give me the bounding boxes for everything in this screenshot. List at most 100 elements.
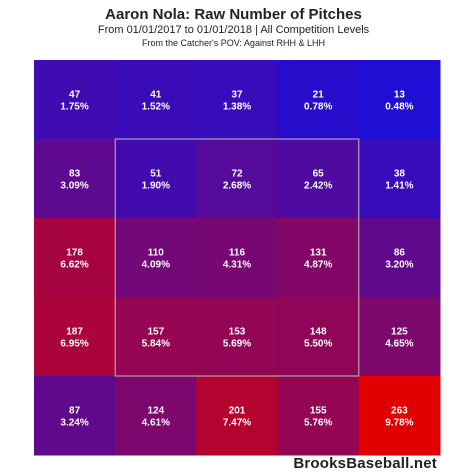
zone-cell-percent: 1.52% <box>142 102 170 113</box>
zone-cell-count: 83 <box>69 169 81 180</box>
zone-cell-fill <box>277 297 360 377</box>
zone-cell-percent: 7.47% <box>223 418 251 429</box>
zone-cell-fill <box>115 218 197 298</box>
zone-cell: 210.78% <box>277 60 360 140</box>
zone-cell-percent: 4.09% <box>142 260 170 271</box>
zone-cell-count: 263 <box>391 406 408 417</box>
zone-cell-percent: 5.76% <box>304 418 332 429</box>
zone-cell-count: 125 <box>391 327 408 338</box>
zone-cell-count: 41 <box>150 90 162 101</box>
chart-subtitle: From 01/01/2017 to 01/01/2018 | All Comp… <box>97 24 370 36</box>
zone-cell-fill <box>277 60 360 140</box>
zone-cell-fill <box>115 139 197 219</box>
zone-cell: 381.41% <box>358 139 441 219</box>
zone-cell-fill <box>196 218 279 298</box>
zone-cell-percent: 5.84% <box>142 339 170 350</box>
zone-cell-count: 157 <box>147 327 164 338</box>
zone-cell-fill <box>358 60 441 140</box>
zone-cell: 722.68% <box>196 139 279 219</box>
brand-watermark: BrooksBaseball.net <box>293 455 437 472</box>
zone-cell-fill <box>115 60 197 140</box>
zone-cell-count: 201 <box>229 406 246 417</box>
zone-cell-percent: 4.65% <box>385 339 413 350</box>
zone-cell: 652.42% <box>277 139 360 219</box>
zone-cell-percent: 5.50% <box>304 339 332 350</box>
zone-cell-count: 87 <box>69 406 81 417</box>
zone-cell-percent: 4.61% <box>142 418 170 429</box>
chart-note: From the Catcher's POV: Against RHH & LH… <box>142 38 325 48</box>
zone-cell: 863.20% <box>358 218 441 298</box>
zone-cell-fill <box>196 60 279 140</box>
zone-cell-percent: 3.20% <box>385 260 413 271</box>
zone-cell-count: 51 <box>150 169 162 180</box>
zone-cell-percent: 1.41% <box>385 181 413 192</box>
zone-cell-count: 47 <box>69 90 81 101</box>
zone-cell-fill <box>34 60 116 140</box>
zone-cell-count: 37 <box>231 90 243 101</box>
zone-cell-count: 178 <box>66 248 83 259</box>
zone-cell-count: 72 <box>231 169 243 180</box>
zone-cell-percent: 1.75% <box>60 102 88 113</box>
zone-cell-fill <box>358 139 441 219</box>
zone-cell-count: 148 <box>310 327 327 338</box>
zone-cell-fill <box>34 218 116 298</box>
chart-title: Aaron Nola: Raw Number of Pitches <box>105 6 362 23</box>
zone-cell-count: 131 <box>310 248 327 259</box>
zone-cell: 471.75% <box>34 60 116 140</box>
zone-cell-fill <box>358 297 441 377</box>
zone-cell-fill <box>358 376 441 456</box>
zone-cell-count: 124 <box>147 406 164 417</box>
zone-cell-percent: 0.48% <box>385 102 413 113</box>
zone-cell-percent: 0.78% <box>304 102 332 113</box>
zone-cell: 873.24% <box>34 376 116 456</box>
zone-cell: 833.09% <box>34 139 116 219</box>
zone-cell-count: 13 <box>394 90 406 101</box>
zone-cell-percent: 3.24% <box>60 418 88 429</box>
zone-cell-percent: 1.38% <box>223 102 251 113</box>
zone-cell-count: 38 <box>394 169 406 180</box>
zone-cell-fill <box>34 297 116 377</box>
zone-cell-fill <box>277 376 360 456</box>
strike-zone-outline <box>114 138 360 377</box>
zone-cell-fill <box>196 376 279 456</box>
zone-cell-fill <box>358 218 441 298</box>
zone-cell-count: 86 <box>394 248 406 259</box>
zone-cell-fill <box>115 297 197 377</box>
zone-cell-fill <box>277 218 360 298</box>
zone-cell-count: 110 <box>148 248 165 259</box>
zone-cell-percent: 4.87% <box>304 260 332 271</box>
zone-cell-percent: 6.62% <box>60 260 88 271</box>
zone-cell: 371.38% <box>196 60 279 140</box>
zone-cell-count: 187 <box>66 327 83 338</box>
zone-cell-percent: 3.09% <box>60 181 88 192</box>
zone-cell-fill <box>196 297 279 377</box>
zone-cell: 2017.47% <box>196 376 279 456</box>
zone-cell-percent: 2.68% <box>223 181 251 192</box>
zone-cell-fill <box>115 376 197 456</box>
zone-cell-fill <box>34 376 116 456</box>
zone-cell-count: 65 <box>313 169 325 180</box>
zone-cell-fill <box>277 139 360 219</box>
zone-cell: 511.90% <box>115 139 197 219</box>
zone-cell-percent: 2.42% <box>304 181 332 192</box>
zone-cell-count: 153 <box>229 327 246 338</box>
zone-cell: 130.48% <box>358 60 441 140</box>
zone-cell-percent: 9.78% <box>385 418 413 429</box>
zone-cell-percent: 5.69% <box>223 339 251 350</box>
zone-cell: 411.52% <box>115 60 197 140</box>
zone-cell-fill <box>196 139 279 219</box>
zone-cell-percent: 6.95% <box>60 339 88 350</box>
zone-cell-percent: 1.90% <box>142 181 170 192</box>
